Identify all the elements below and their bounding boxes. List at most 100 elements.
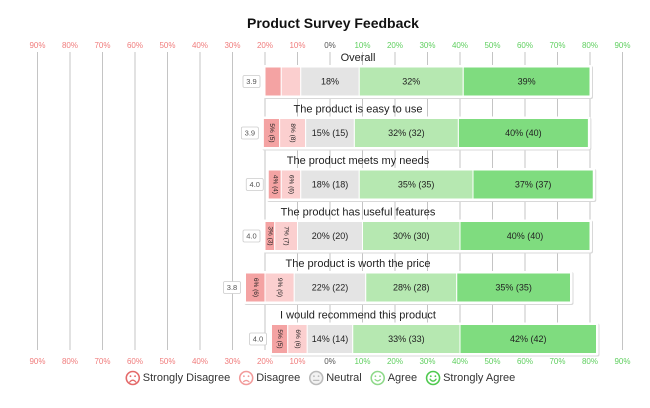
tick-label-top: 30% (224, 41, 240, 50)
tick-label-bottom: 70% (94, 357, 110, 366)
legend-item[interactable]: Agree (370, 370, 417, 386)
tick-label-bottom: 30% (224, 357, 240, 366)
tick-label-bottom: 20% (387, 357, 403, 366)
bar-segment-strongly-agree[interactable] (472, 169, 594, 200)
legend-item[interactable]: Strongly Disagree (125, 370, 230, 386)
tick-label-top: 20% (257, 41, 273, 50)
average-badge (242, 75, 261, 88)
bar-segment-strongly-agree[interactable] (456, 272, 571, 303)
segment-value-label: 33% (33) (388, 334, 425, 344)
bar-segment-strongly-disagree[interactable] (264, 66, 282, 97)
question-row: The product has useful features 3% (3) 7% … (242, 207, 593, 254)
question-row: I would recommend this product 5% (5) 6% (… (249, 310, 600, 357)
bar-segment-strongly-agree[interactable] (459, 324, 597, 354)
bar-segment-neutral[interactable] (306, 324, 354, 354)
bar-segment-agree[interactable] (365, 272, 458, 303)
question-row: Overall 18% 32% 39% 3.9 (242, 52, 593, 99)
smile-face-icon (370, 370, 386, 386)
tick-label-bottom: 0% (324, 357, 336, 366)
segment-value-label: 4% (4) (271, 175, 278, 194)
tick-label-top: 40% (452, 41, 468, 50)
segment-value-label: 42% (42) (510, 334, 547, 344)
question-row: The product is worth the price 6% (6) 9% (… (223, 258, 574, 305)
tick-label-top: 90% (29, 41, 45, 50)
tick-label-top: 70% (549, 41, 565, 50)
tick-label-top: 40% (192, 41, 208, 50)
segment-value-label: 20% (20) (312, 231, 349, 241)
average-value: 3.8 (227, 283, 237, 292)
tick-label-bottom: 40% (452, 357, 468, 366)
segment-value-label: 9% (9) (276, 278, 283, 297)
legend-label: Strongly Agree (443, 372, 515, 384)
average-badge (240, 126, 259, 140)
bar-segment-strongly-agree[interactable] (457, 118, 589, 148)
tick-label-top: 20% (387, 41, 403, 50)
bar-segment-disagree[interactable] (279, 118, 307, 148)
legend-item[interactable]: Strongly Agree (425, 370, 516, 386)
tick-label-bottom: 90% (614, 357, 630, 366)
average-badge (245, 178, 264, 191)
segment-value-label: 6% (6) (288, 175, 295, 194)
question-label: Overall (341, 52, 376, 64)
tick-label-bottom: 50% (159, 357, 175, 366)
average-value: 3.9 (245, 129, 255, 138)
average-value: 4.0 (250, 180, 260, 189)
bar-segment-agree[interactable] (362, 221, 461, 251)
tick-label-bottom: 70% (549, 357, 565, 366)
tick-label-bottom: 20% (257, 357, 273, 366)
bar-segment-neutral[interactable] (293, 272, 367, 303)
big-smile-face-icon (425, 370, 441, 386)
bar-segment-strongly-agree[interactable] (459, 221, 591, 251)
segment-value-label: 15% (15) (312, 128, 349, 138)
tick-label-top: 50% (159, 41, 175, 50)
chart-title: Product Survey Feedback (247, 15, 419, 31)
very-sad-face-icon (125, 370, 141, 386)
segment-value-label: 37% (37) (515, 180, 552, 190)
tick-label-top: 30% (419, 41, 435, 50)
segment-value-label: 8% (8) (289, 123, 296, 142)
tick-label-top: 80% (582, 41, 598, 50)
bar-segment-strongly-agree[interactable] (462, 66, 591, 97)
bar-segment-agree[interactable] (358, 169, 474, 200)
legend-label: Disagree (256, 372, 300, 384)
legend-item[interactable]: Neutral (308, 370, 362, 386)
segment-value-label: 40% (40) (505, 128, 542, 138)
tick-label-top: 90% (614, 41, 630, 50)
tick-label-top: 60% (127, 41, 143, 50)
bar-segment-agree[interactable] (353, 118, 459, 148)
segment-value-label: 5% (5) (268, 123, 275, 142)
bar-segment-neutral[interactable] (305, 118, 355, 148)
tick-label-bottom: 60% (517, 357, 533, 366)
question-row: The product meets my needs 4% (4) 6% (6) 18… (245, 155, 597, 202)
tick-label-top: 10% (354, 41, 370, 50)
segment-value-label: 35% (35) (495, 283, 532, 293)
average-badge (249, 332, 267, 346)
segment-value-label: 6% (6) (252, 278, 259, 297)
bar-segment-neutral[interactable] (300, 66, 360, 97)
bar-segment-disagree[interactable] (264, 272, 295, 303)
question-label: The product meets my needs (287, 155, 430, 167)
tick-label-bottom: 90% (29, 357, 45, 366)
question-label: The product is easy to use (293, 104, 422, 116)
segment-value-label: 35% (35) (398, 180, 435, 190)
tick-label-bottom: 60% (127, 357, 143, 366)
segment-value-label: 32% (402, 77, 420, 87)
segment-value-label: 39% (518, 77, 536, 87)
legend-label: Strongly Disagree (143, 372, 230, 384)
tick-label-top: 10% (289, 41, 305, 50)
tick-label-top: 80% (62, 41, 78, 50)
bottom-tick-labels: 90% 80% 70% 60% 50% 40% 30% 20% 10% 0% 10% 20% 30% 40… (29, 357, 630, 366)
segment-value-label: 7% (7) (283, 226, 290, 245)
segment-value-label: 32% (32) (388, 128, 425, 138)
tick-label-bottom: 50% (484, 357, 500, 366)
legend-item[interactable]: Disagree (238, 370, 301, 386)
top-tick-labels: 90% 80% 70% 60% 50% 40% 30% 20% 10% 0% 10% 20% 30% 40… (29, 41, 630, 50)
tick-label-bottom: 40% (192, 357, 208, 366)
bar-segment-disagree[interactable] (280, 66, 302, 97)
question-row: The product is easy to use 5% (5) 8% (8) 15… (240, 104, 592, 151)
tick-label-bottom: 10% (354, 357, 370, 366)
bar-segment-neutral[interactable] (297, 221, 363, 251)
question-label: The product is worth the price (286, 258, 431, 270)
